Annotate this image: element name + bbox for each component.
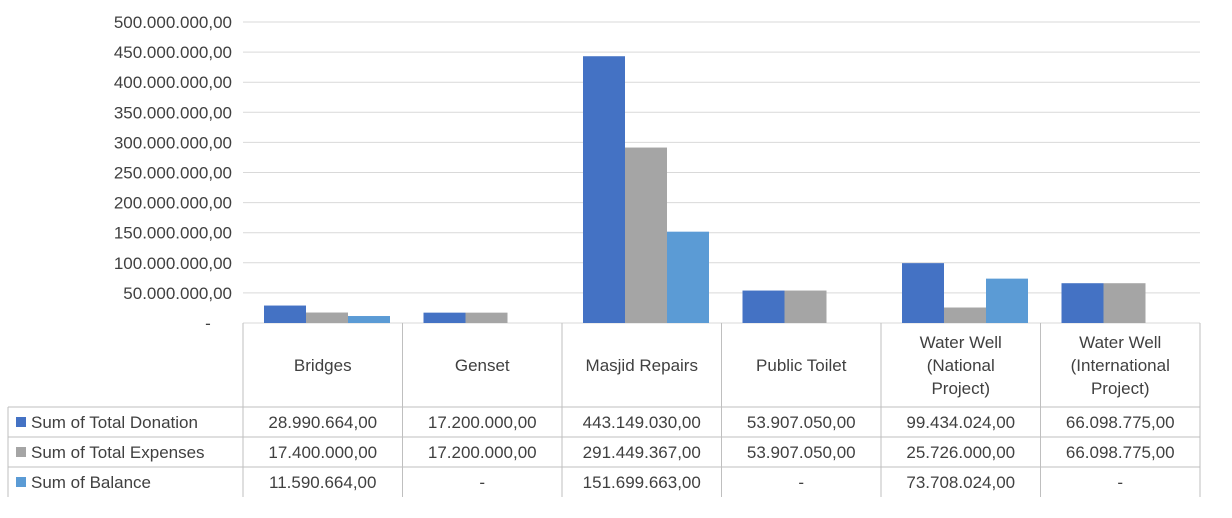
- y-tick-label: 50.000.000,00: [123, 284, 232, 303]
- y-tick-label: 300.000.000,00: [114, 133, 232, 152]
- data-label: -: [479, 473, 485, 492]
- data-label: 17.200.000,00: [428, 413, 537, 432]
- bar-balance: [667, 231, 709, 323]
- data-label: 11.590.664,00: [269, 473, 376, 492]
- bar-expenses: [944, 307, 986, 323]
- series-name: Sum of Balance: [31, 473, 151, 492]
- y-tick-label: 500.000.000,00: [114, 13, 232, 32]
- data-label: 99.434.024,00: [906, 413, 1015, 432]
- y-tick-label: 150.000.000,00: [114, 224, 232, 243]
- data-label: 53.907.050,00: [747, 443, 856, 462]
- bar-balance: [986, 278, 1028, 323]
- series-name: Sum of Total Expenses: [31, 443, 205, 462]
- bar-expenses: [784, 290, 827, 323]
- series-name: Sum of Total Donation: [31, 413, 198, 432]
- legend-key: [16, 477, 26, 487]
- y-tick-label: 100.000.000,00: [114, 254, 232, 273]
- legend-key: [16, 447, 26, 457]
- category-label: Water Well: [920, 333, 1002, 352]
- bar-donation: [583, 56, 625, 324]
- category-label: (International: [1071, 356, 1170, 375]
- y-tick-label: 450.000.000,00: [114, 43, 232, 62]
- bar-donation: [742, 290, 785, 323]
- bar-expenses: [465, 312, 508, 323]
- data-label: 28.990.664,00: [268, 413, 377, 432]
- y-tick-label: 350.000.000,00: [114, 103, 232, 122]
- data-label: 53.907.050,00: [747, 413, 856, 432]
- data-label: 66.098.775,00: [1066, 413, 1175, 432]
- category-label: Public Toilet: [756, 356, 847, 375]
- y-tick-label: 400.000.000,00: [114, 73, 232, 92]
- gridlines: [243, 21, 1200, 324]
- bar-expenses: [306, 312, 348, 323]
- bar-expenses: [625, 147, 667, 323]
- category-label: Bridges: [294, 356, 352, 375]
- data-label: 151.699.663,00: [583, 473, 701, 492]
- data-label: -: [1117, 473, 1123, 492]
- category-label: Masjid Repairs: [586, 356, 698, 375]
- bar-balance: [348, 316, 390, 323]
- bar-expenses: [1103, 283, 1146, 323]
- category-label: Genset: [455, 356, 510, 375]
- data-table: Bridges Genset Masjid Repairs Public Toilet…: [7, 323, 1201, 497]
- data-label: 17.200.000,00: [428, 443, 537, 462]
- category-label: Project): [931, 379, 990, 398]
- y-tick-label: -: [205, 314, 211, 333]
- data-label: 25.726.000,00: [906, 443, 1015, 462]
- data-label: -: [798, 473, 804, 492]
- y-axis-ticks: - 50.000.000,00 100.000.000,00 150.000.000,…: [114, 13, 232, 333]
- bar-donation: [1061, 283, 1104, 323]
- category-label: Water Well: [1079, 333, 1161, 352]
- y-tick-label: 200.000.000,00: [114, 194, 232, 213]
- bar-donation: [423, 312, 466, 323]
- bar-donation: [902, 263, 944, 323]
- data-label: 443.149.030,00: [583, 413, 701, 432]
- y-tick-label: 250.000.000,00: [114, 164, 232, 183]
- category-label: Project): [1091, 379, 1150, 398]
- data-label: 73.708.024,00: [906, 473, 1015, 492]
- category-label: (National: [927, 356, 995, 375]
- data-label: 66.098.775,00: [1066, 443, 1175, 462]
- data-label: 291.449.367,00: [583, 443, 701, 462]
- bars: [264, 56, 1146, 324]
- bar-donation: [264, 305, 306, 323]
- data-label: 17.400.000,00: [268, 443, 377, 462]
- legend-key: [16, 417, 26, 427]
